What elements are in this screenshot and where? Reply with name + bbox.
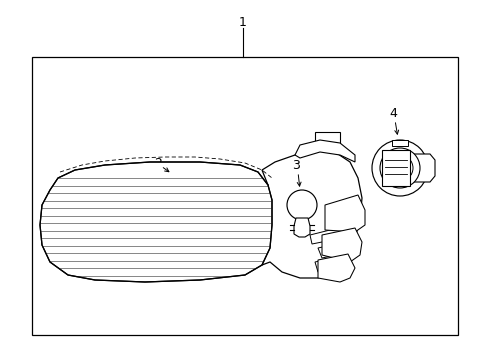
Polygon shape: [314, 256, 346, 272]
Polygon shape: [325, 195, 364, 232]
Circle shape: [286, 190, 316, 220]
Polygon shape: [391, 140, 407, 146]
Polygon shape: [40, 162, 271, 282]
Polygon shape: [317, 254, 354, 282]
Circle shape: [386, 155, 412, 181]
Polygon shape: [409, 154, 434, 182]
Text: 4: 4: [388, 107, 396, 120]
Polygon shape: [262, 150, 361, 278]
Polygon shape: [381, 150, 409, 186]
Circle shape: [371, 140, 427, 196]
Bar: [32, 57, 457, 335]
Polygon shape: [314, 132, 339, 148]
Circle shape: [379, 148, 419, 188]
Polygon shape: [309, 228, 349, 244]
Polygon shape: [294, 140, 354, 162]
Polygon shape: [321, 228, 361, 262]
Polygon shape: [317, 242, 349, 258]
Polygon shape: [293, 218, 309, 237]
Text: 2: 2: [154, 157, 162, 170]
Text: 3: 3: [291, 158, 299, 171]
Text: 1: 1: [239, 15, 246, 28]
